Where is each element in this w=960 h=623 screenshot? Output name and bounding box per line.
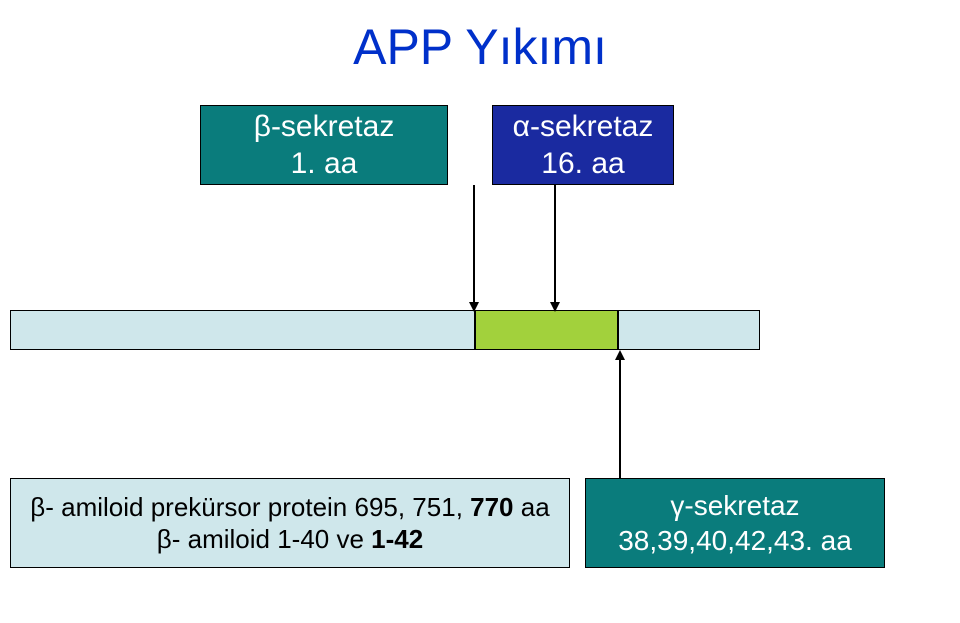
- beta-secretase-aa: 1. aa: [254, 145, 395, 183]
- gamma-arrow-head: [615, 350, 625, 360]
- precursor-line1: β- amiloid prekürsor protein 695, 751, 7…: [30, 491, 549, 524]
- beta-secretase-label: β-sekretaz: [254, 108, 395, 146]
- alpha-secretase-box: α-sekretaz 16. aa: [492, 105, 674, 185]
- beta-arrow-head: [469, 302, 479, 312]
- protein-bar-nterm: [10, 310, 475, 350]
- gamma-secretase-label: γ-sekretaz: [618, 488, 852, 523]
- beta-secretase-box: β-sekretaz 1. aa: [200, 105, 448, 185]
- alpha-arrow-head: [550, 302, 560, 312]
- gamma-arrow-line: [619, 358, 621, 478]
- precursor-box: β- amiloid prekürsor protein 695, 751, 7…: [10, 478, 570, 568]
- alpha-secretase-label: α-sekretaz: [513, 108, 654, 146]
- gamma-secretase-aa: 38,39,40,42,43. aa: [618, 523, 852, 558]
- page-title: APP Yıkımı: [0, 18, 960, 76]
- precursor-line2: β- amiloid 1-40 ve 1-42: [30, 523, 549, 556]
- protein-bar-cterm: [618, 310, 760, 350]
- beta-arrow-line: [473, 185, 475, 302]
- gamma-secretase-box: γ-sekretaz 38,39,40,42,43. aa: [585, 478, 885, 568]
- alpha-secretase-aa: 16. aa: [513, 145, 654, 183]
- protein-bar-amyloid: [475, 310, 618, 350]
- alpha-arrow-line: [554, 185, 556, 302]
